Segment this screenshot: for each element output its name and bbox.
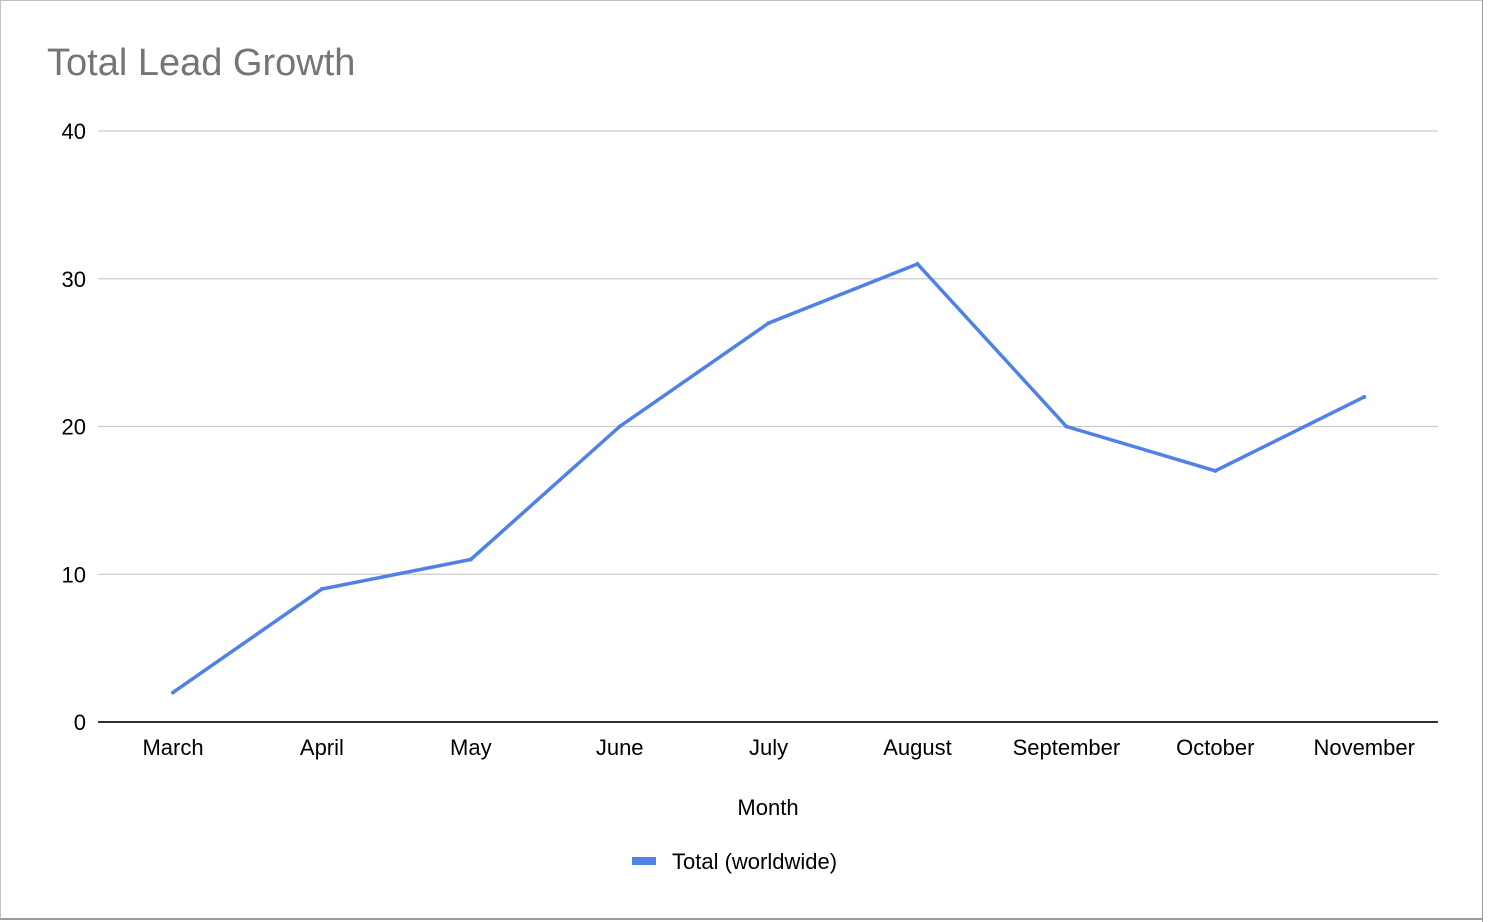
y-tick-label: 40 <box>62 119 86 144</box>
data-point[interactable] <box>171 690 175 695</box>
x-axis-title: Month <box>737 795 798 820</box>
data-point[interactable] <box>617 424 622 429</box>
y-tick-label: 30 <box>62 267 86 292</box>
legend[interactable]: Total (worldwide) <box>632 849 837 874</box>
x-tick-label: September <box>1013 735 1121 760</box>
x-tick-label: August <box>883 735 952 760</box>
legend-swatch <box>632 857 656 865</box>
data-point[interactable] <box>319 587 324 592</box>
series-line[interactable] <box>172 261 1365 694</box>
data-point[interactable] <box>468 557 473 562</box>
x-axis-ticks: March April May June July August September Octo… <box>142 735 1415 760</box>
x-tick-label: May <box>450 735 492 760</box>
data-point[interactable] <box>1064 424 1069 429</box>
y-tick-label: 10 <box>62 562 86 587</box>
gridlines <box>98 130 1438 723</box>
series-lines <box>171 261 1367 695</box>
x-tick-label: March <box>142 735 203 760</box>
data-point[interactable] <box>915 261 920 266</box>
x-tick-label: October <box>1176 735 1254 760</box>
x-tick-label: November <box>1313 735 1414 760</box>
x-tick-label: June <box>596 735 644 760</box>
y-axis-ticks: 0 10 20 30 40 <box>62 119 86 735</box>
y-tick-label: 0 <box>74 710 86 735</box>
chart-title: Total Lead Growth <box>47 42 356 84</box>
x-tick-label: July <box>749 735 788 760</box>
x-tick-label: April <box>300 735 344 760</box>
data-point[interactable] <box>766 321 771 326</box>
data-point[interactable] <box>1362 394 1367 399</box>
data-point[interactable] <box>1213 468 1218 473</box>
sheet-edge <box>1482 0 1490 922</box>
legend-label: Total (worldwide) <box>672 849 837 874</box>
y-tick-label: 20 <box>62 415 86 440</box>
